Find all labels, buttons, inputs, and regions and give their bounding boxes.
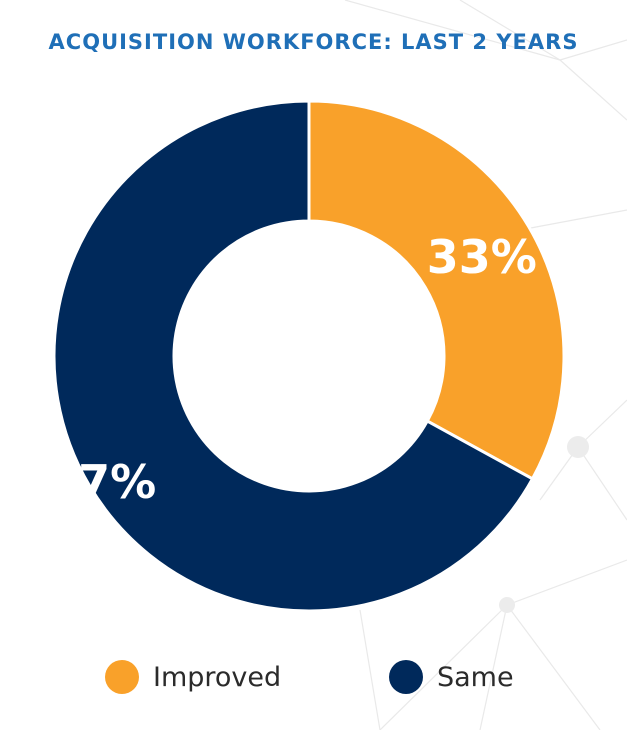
legend-label-same: Same xyxy=(437,661,514,693)
donut-slices xyxy=(52,99,566,613)
legend-label-improved: Improved xyxy=(153,661,282,693)
chart-legend: Improved Same xyxy=(0,652,627,702)
legend-item-improved: Improved xyxy=(105,652,281,702)
slice-label-same: 67% xyxy=(46,455,156,509)
donut-slice-improved xyxy=(307,99,566,481)
legend-item-same: Same xyxy=(389,652,514,702)
slice-label-improved: 33% xyxy=(427,230,537,284)
legend-swatch-same xyxy=(389,660,423,694)
chart-title: ACQUISITION WORKFORCE: LAST 2 YEARS xyxy=(48,30,579,54)
donut-slice-labels: 33% 67% xyxy=(46,230,537,509)
donut-slice-same xyxy=(52,99,535,613)
legend-swatch-improved xyxy=(105,660,139,694)
